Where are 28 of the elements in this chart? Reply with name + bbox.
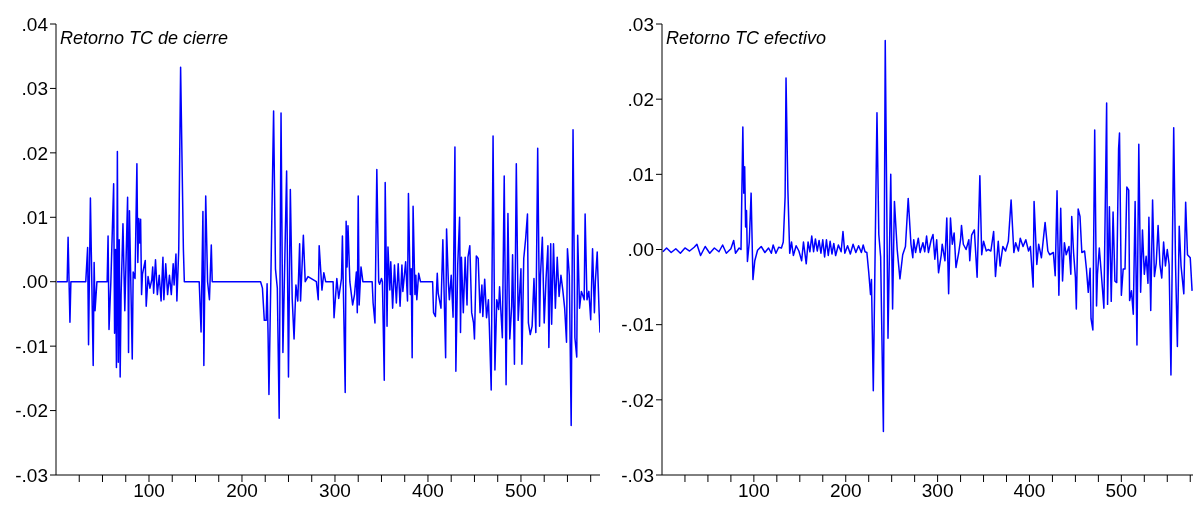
y-tick-label: .04 — [21, 13, 49, 35]
y-tick-label: -.01 — [621, 314, 654, 336]
y-tick-label: .01 — [21, 207, 48, 229]
x-tick-label: 200 — [829, 480, 862, 502]
y-tick-label: .03 — [627, 13, 654, 35]
y-tick-label: .02 — [627, 88, 654, 110]
y-tick-label: -.01 — [15, 335, 48, 357]
x-tick-label: 400 — [1013, 480, 1046, 502]
y-tick-label: .01 — [627, 164, 654, 186]
x-tick-label: 300 — [921, 480, 954, 502]
y-tick-label: -.02 — [15, 400, 48, 422]
y-tick-label: .00 — [627, 239, 654, 261]
x-tick-label: 100 — [133, 480, 165, 502]
chart-title: Retorno TC efectivo — [666, 28, 827, 49]
chart-title: Retorno TC de cierre — [60, 28, 229, 49]
x-tick-label: 100 — [738, 480, 770, 502]
x-tick-label: 500 — [1105, 480, 1138, 502]
y-tick-label: .00 — [21, 271, 48, 293]
y-tick-label: -.02 — [621, 389, 654, 411]
x-tick-label: 500 — [505, 480, 537, 502]
line-series — [56, 66, 600, 427]
y-tick-label: -.03 — [621, 464, 654, 486]
x-tick-label: 400 — [412, 480, 444, 502]
x-tick-label: 300 — [319, 480, 351, 502]
y-tick-label: .02 — [21, 142, 48, 164]
y-tick-label: .03 — [21, 78, 48, 100]
x-tick-label: 200 — [226, 480, 258, 502]
y-tick-label: -.03 — [15, 464, 48, 486]
